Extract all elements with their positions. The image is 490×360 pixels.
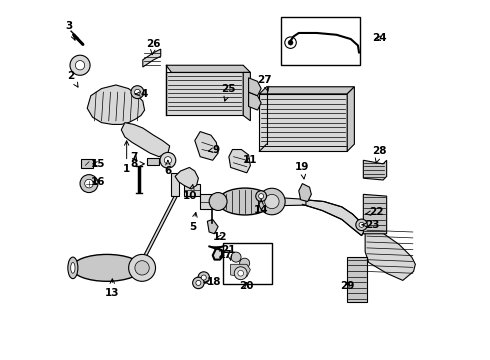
Circle shape (164, 157, 171, 164)
Circle shape (135, 89, 140, 95)
Text: 26: 26 (147, 39, 161, 54)
Text: 29: 29 (340, 281, 354, 291)
Circle shape (70, 55, 90, 75)
Circle shape (193, 277, 204, 289)
Polygon shape (143, 49, 161, 67)
Polygon shape (302, 200, 365, 235)
Polygon shape (272, 197, 306, 206)
Text: 19: 19 (295, 162, 310, 179)
Text: 23: 23 (362, 220, 380, 230)
FancyBboxPatch shape (81, 159, 93, 168)
Polygon shape (184, 184, 200, 196)
Text: 1: 1 (123, 141, 130, 174)
Text: 28: 28 (372, 146, 387, 163)
Circle shape (259, 188, 285, 215)
Text: 14: 14 (254, 200, 269, 216)
Ellipse shape (68, 257, 78, 279)
Circle shape (231, 252, 241, 262)
Bar (223, 243, 272, 284)
Text: 2: 2 (68, 71, 78, 87)
Circle shape (160, 152, 176, 168)
Polygon shape (365, 226, 416, 280)
Text: 12: 12 (213, 232, 227, 242)
Polygon shape (248, 92, 261, 110)
Text: 8: 8 (130, 159, 145, 169)
Polygon shape (195, 132, 218, 160)
Polygon shape (122, 123, 170, 157)
Circle shape (259, 194, 264, 199)
Ellipse shape (72, 255, 142, 281)
Ellipse shape (218, 188, 272, 215)
Polygon shape (299, 184, 311, 202)
Polygon shape (364, 160, 387, 180)
Text: 17: 17 (218, 250, 233, 260)
Bar (281, 17, 360, 65)
Polygon shape (243, 72, 250, 121)
Circle shape (265, 194, 279, 209)
Text: 11: 11 (243, 155, 258, 165)
Polygon shape (87, 85, 145, 125)
Text: 3: 3 (66, 21, 75, 40)
Text: 22: 22 (366, 207, 383, 217)
Polygon shape (139, 191, 177, 270)
Polygon shape (229, 149, 250, 173)
Text: 13: 13 (105, 279, 120, 298)
Polygon shape (259, 94, 347, 151)
Polygon shape (248, 78, 261, 96)
Text: 7: 7 (130, 152, 138, 162)
Circle shape (85, 179, 93, 188)
Text: 15: 15 (91, 159, 105, 169)
Circle shape (80, 175, 98, 193)
Polygon shape (175, 167, 198, 189)
Text: 6: 6 (164, 160, 171, 176)
Circle shape (196, 280, 201, 285)
Text: 10: 10 (183, 185, 198, 201)
Circle shape (201, 275, 206, 280)
Text: 20: 20 (240, 281, 254, 291)
Circle shape (75, 60, 85, 70)
Circle shape (240, 258, 250, 268)
Polygon shape (172, 173, 179, 196)
Polygon shape (347, 87, 354, 151)
Polygon shape (207, 220, 218, 234)
Polygon shape (364, 194, 387, 234)
Text: 24: 24 (372, 33, 387, 43)
Circle shape (234, 267, 247, 280)
Polygon shape (347, 257, 367, 302)
Text: 27: 27 (257, 75, 272, 91)
Circle shape (288, 40, 293, 45)
Text: 25: 25 (221, 84, 236, 101)
FancyBboxPatch shape (147, 158, 159, 165)
Polygon shape (259, 87, 354, 94)
Polygon shape (166, 65, 250, 72)
Text: 4: 4 (135, 89, 148, 99)
Text: 21: 21 (221, 245, 236, 260)
Circle shape (131, 86, 144, 99)
Circle shape (256, 191, 267, 202)
Circle shape (135, 261, 149, 275)
Ellipse shape (71, 262, 75, 273)
Circle shape (238, 270, 244, 276)
Text: 18: 18 (204, 277, 222, 287)
Polygon shape (231, 264, 250, 277)
Circle shape (359, 222, 364, 227)
Polygon shape (166, 72, 243, 116)
Polygon shape (209, 246, 223, 260)
Text: 9: 9 (208, 144, 220, 154)
Circle shape (209, 193, 227, 211)
Text: 5: 5 (189, 212, 197, 231)
Circle shape (356, 219, 368, 230)
Circle shape (129, 255, 155, 281)
Circle shape (198, 272, 210, 283)
Text: 16: 16 (91, 177, 105, 187)
Polygon shape (200, 194, 225, 210)
